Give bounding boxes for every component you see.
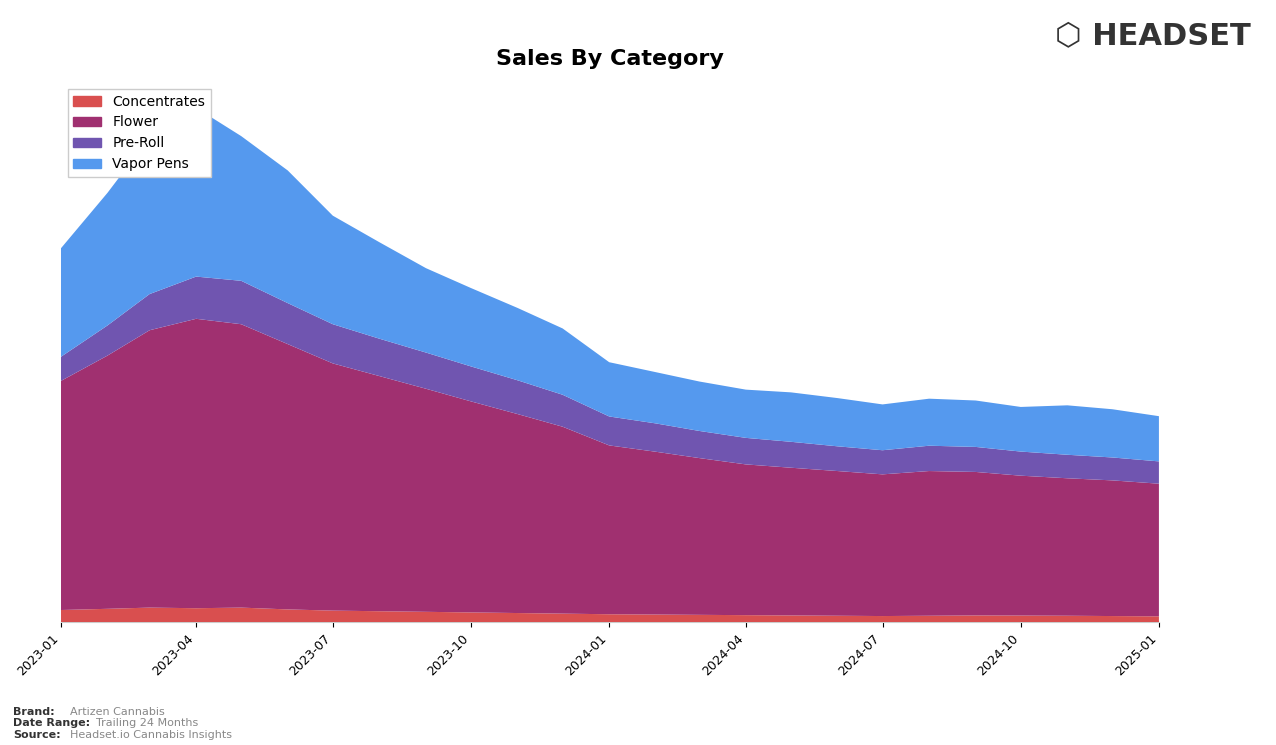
Text: Source:: Source:: [13, 729, 60, 740]
Legend: Concentrates, Flower, Pre-Roll, Vapor Pens: Concentrates, Flower, Pre-Roll, Vapor Pe…: [68, 89, 211, 177]
Text: Date Range:: Date Range:: [13, 718, 89, 729]
Text: Headset.io Cannabis Insights: Headset.io Cannabis Insights: [70, 729, 232, 740]
Text: Trailing 24 Months: Trailing 24 Months: [96, 718, 198, 729]
Text: Artizen Cannabis: Artizen Cannabis: [70, 707, 165, 717]
Text: Brand:: Brand:: [13, 707, 55, 717]
Title: Sales By Category: Sales By Category: [496, 49, 723, 69]
Text: ⬡ HEADSET: ⬡ HEADSET: [1055, 22, 1250, 51]
